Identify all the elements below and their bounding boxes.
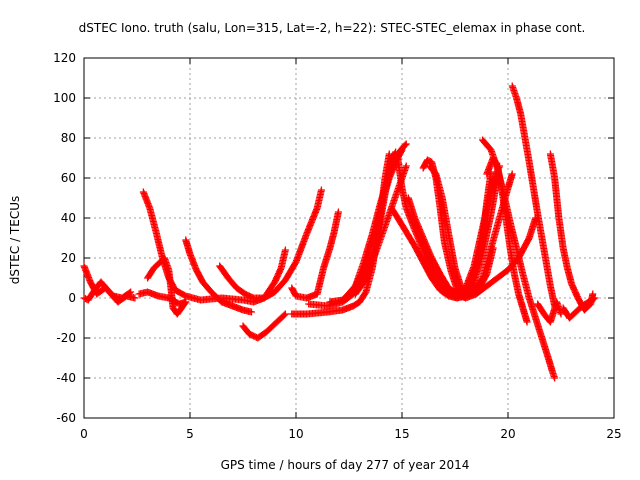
data-point-marker (280, 311, 288, 319)
series-9 (288, 208, 342, 302)
data-points (80, 82, 599, 382)
x-tick-label: 0 (80, 427, 88, 441)
data-point-marker (591, 294, 599, 302)
data-point-marker (281, 310, 289, 318)
series-13 (341, 140, 410, 302)
grid-lines (84, 58, 614, 418)
y-tick-label: 80 (61, 131, 76, 145)
series-5 (144, 254, 190, 318)
data-point-marker (401, 141, 409, 149)
y-tick-label: 100 (53, 91, 76, 105)
y-tick-label: -60 (56, 411, 76, 425)
data-point-marker (508, 170, 516, 178)
data-point-marker (590, 295, 598, 303)
chart-title: dSTEC Iono. truth (salu, Lon=315, Lat=-2… (79, 21, 586, 35)
y-tick-label: 40 (61, 211, 76, 225)
x-axis: 0 5 10 15 20 25 (80, 58, 622, 441)
x-tick-label: 5 (186, 427, 194, 441)
data-point-marker (402, 140, 410, 148)
y-tick-label: 60 (61, 171, 76, 185)
series-24 (534, 298, 565, 326)
data-point-marker (247, 308, 255, 316)
series-19 (426, 162, 497, 298)
data-point-marker (182, 298, 190, 306)
data-point-marker (489, 244, 497, 252)
y-tick-label: 20 (61, 251, 76, 265)
data-point-marker (557, 310, 565, 318)
series-8 (239, 310, 289, 342)
data-point-marker (334, 208, 342, 216)
series-26 (559, 294, 599, 322)
y-tick-label: -40 (56, 371, 76, 385)
x-axis-label: GPS time / hours of day 277 of year 2014 (221, 458, 470, 472)
series-23 (508, 82, 559, 310)
y-axis: -60 -40 -20 0 20 40 60 80 100 120 (53, 51, 614, 425)
data-point-marker (523, 318, 531, 326)
x-tick-label: 15 (394, 427, 409, 441)
y-axis-label: dSTEC / TECUs (8, 196, 22, 285)
y-tick-label: -20 (56, 331, 76, 345)
y-tick-label: 120 (53, 51, 76, 65)
series-20 (409, 214, 540, 302)
series-2 (80, 278, 139, 306)
plot-border (83, 57, 615, 419)
y-tick-label: 0 (68, 291, 76, 305)
series-7 (216, 186, 325, 302)
x-tick-label: 20 (500, 427, 515, 441)
series-22 (479, 136, 559, 382)
series-3 (139, 188, 289, 306)
data-point-marker (281, 246, 289, 254)
data-point-marker (402, 162, 410, 170)
x-tick-label: 10 (288, 427, 303, 441)
data-point-marker (181, 299, 189, 307)
data-point-marker (385, 150, 393, 158)
x-tick-label: 25 (606, 427, 621, 441)
data-point-marker (551, 374, 559, 382)
series-6 (182, 236, 255, 316)
data-point-marker (317, 186, 325, 194)
data-point-marker (131, 294, 139, 302)
